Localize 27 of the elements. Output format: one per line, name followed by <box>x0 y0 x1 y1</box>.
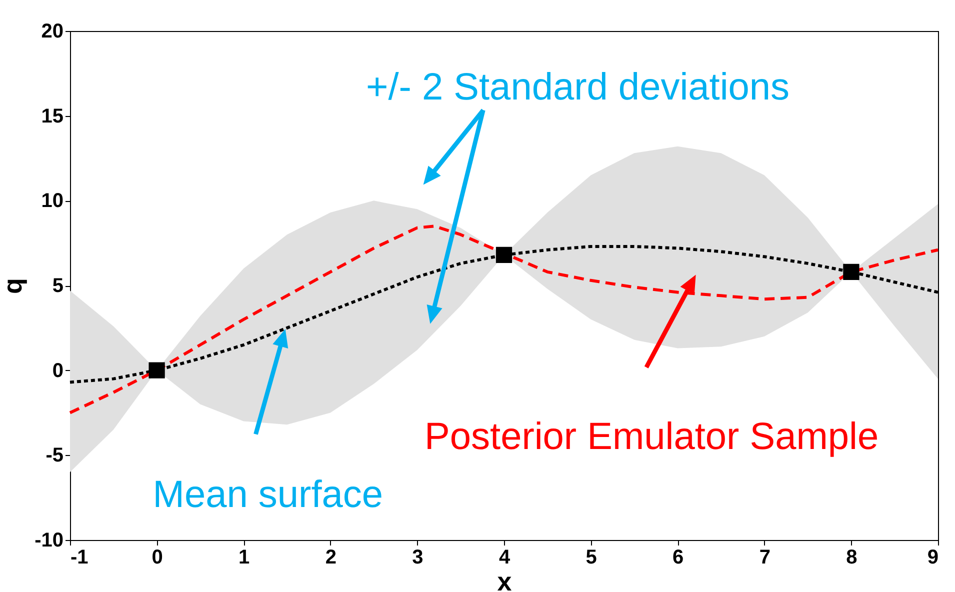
y-tick-label: 15 <box>41 105 64 128</box>
x-tick-label: -1 <box>70 546 88 568</box>
point <box>148 362 165 378</box>
x-tick-label: 6 <box>672 546 684 568</box>
y-tick-label: 10 <box>41 190 64 212</box>
x-tick-label: 9 <box>927 546 938 568</box>
y-tick-label: 0 <box>52 360 64 382</box>
x-tick-label: 8 <box>846 546 858 568</box>
point <box>843 264 860 280</box>
annotation: +/- 2 Standard deviations <box>366 66 790 109</box>
annotation: Posterior Emulator Sample <box>424 416 879 458</box>
y-tick-label: 5 <box>52 275 64 297</box>
line-series <box>68 224 940 414</box>
x-tick-label: 7 <box>759 546 770 568</box>
y-axis-title: q <box>0 278 28 294</box>
x-tick-label: 3 <box>412 546 424 568</box>
x-tick-label: 5 <box>586 546 597 568</box>
x-axis-title: x <box>497 566 512 592</box>
annotation: Mean surface <box>152 474 384 516</box>
x-tick-label: 4 <box>498 546 511 568</box>
point <box>496 246 512 264</box>
y-tick-label: 20 <box>41 20 64 42</box>
x-tick-label: 1 <box>238 546 250 568</box>
y-tick-label: -5 <box>46 444 64 467</box>
x-tick-label: 2 <box>325 546 336 568</box>
y-tick-label: -10 <box>34 530 64 552</box>
x-tick-label: 0 <box>152 546 163 568</box>
